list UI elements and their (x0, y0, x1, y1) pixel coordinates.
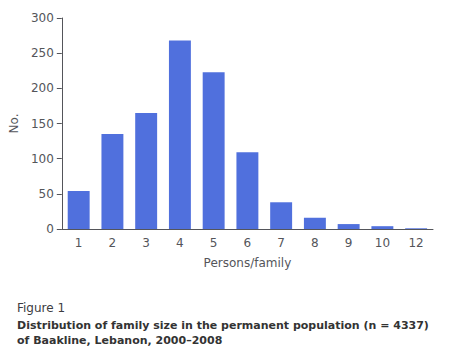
svg-text:Distribution of family size in: Distribution of family size in the perma… (17, 319, 433, 332)
svg-text:150: 150 (31, 117, 54, 131)
svg-text:No.: No. (7, 114, 21, 134)
svg-text:0: 0 (46, 222, 54, 236)
svg-text:300: 300 (31, 11, 54, 25)
svg-text:250: 250 (31, 46, 54, 60)
svg-text:7: 7 (277, 236, 285, 250)
svg-text:2: 2 (109, 236, 117, 250)
svg-text:5: 5 (210, 236, 218, 250)
svg-text:1: 1 (75, 236, 83, 250)
svg-text:9: 9 (345, 236, 353, 250)
svg-text:6: 6 (244, 236, 252, 250)
svg-text:3: 3 (142, 236, 150, 250)
svg-text:4: 4 (176, 236, 184, 250)
svg-text:Figure 1: Figure 1 (17, 301, 65, 315)
svg-text:of Baakline, Lebanon, 2000–200: of Baakline, Lebanon, 2000–2008 (17, 334, 222, 347)
svg-text:12: 12 (408, 236, 423, 250)
svg-text:50: 50 (39, 187, 54, 201)
svg-text:Persons/family: Persons/family (204, 256, 292, 270)
svg-text:200: 200 (31, 81, 54, 95)
svg-text:100: 100 (31, 152, 54, 166)
svg-text:10: 10 (375, 236, 390, 250)
svg-text:8: 8 (311, 236, 319, 250)
